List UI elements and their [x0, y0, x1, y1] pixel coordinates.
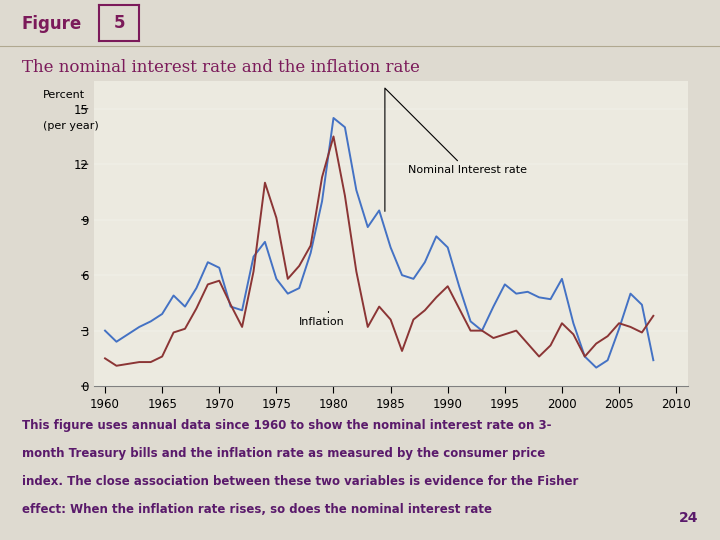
Text: Inflation: Inflation: [300, 311, 345, 327]
Text: month Treasury bills and the inflation rate as measured by the consumer price: month Treasury bills and the inflation r…: [22, 447, 545, 460]
Text: 24: 24: [679, 511, 698, 525]
Text: Figure: Figure: [22, 15, 82, 33]
Text: index. The close association between these two variables is evidence for the Fis: index. The close association between the…: [22, 475, 578, 488]
Text: effect: When the inflation rate rises, so does the nominal interest rate: effect: When the inflation rate rises, s…: [22, 503, 492, 516]
Text: 5: 5: [114, 14, 125, 32]
Text: Percent: Percent: [43, 90, 85, 100]
Text: This figure uses annual data since 1960 to show the nominal interest rate on 3-: This figure uses annual data since 1960 …: [22, 418, 551, 431]
Text: Nominal Interest rate: Nominal Interest rate: [385, 88, 527, 211]
Text: (per year): (per year): [43, 120, 99, 131]
Text: The nominal interest rate and the inflation rate: The nominal interest rate and the inflat…: [22, 59, 420, 76]
